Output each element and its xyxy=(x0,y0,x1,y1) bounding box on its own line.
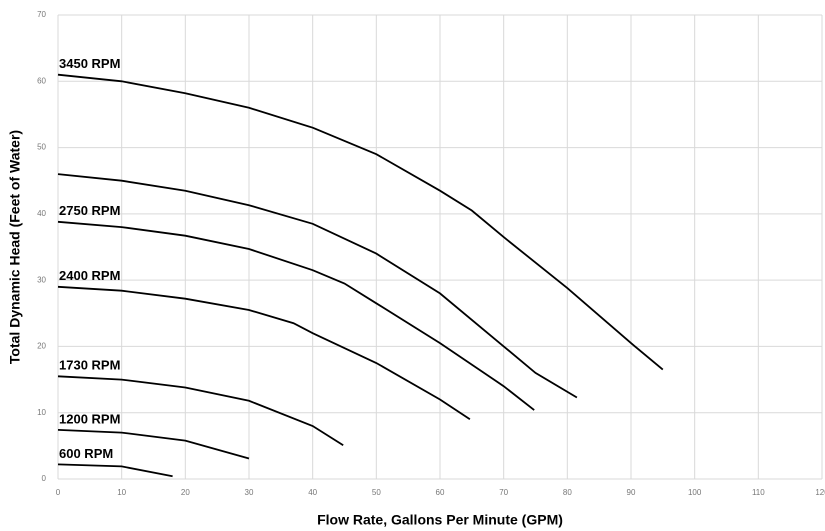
series-label: 600 RPM xyxy=(59,446,113,461)
pump-curve xyxy=(57,220,535,411)
series-label: 3450 RPM xyxy=(59,56,120,71)
x-tick-label: 40 xyxy=(308,488,317,497)
y-tick-label: 0 xyxy=(42,474,47,483)
y-tick-label: 30 xyxy=(37,275,46,284)
pump-curve xyxy=(57,463,173,478)
series-label: 1200 RPM xyxy=(59,411,120,426)
series-label: 1730 RPM xyxy=(59,358,120,373)
y-axis-label: Total Dynamic Head (Feet of Water) xyxy=(7,130,23,364)
x-tick-label: 0 xyxy=(56,488,61,497)
series-label: 2750 RPM xyxy=(59,203,120,218)
x-tick-label: 60 xyxy=(436,488,445,497)
x-tick-label: 100 xyxy=(688,488,702,497)
pump-curve xyxy=(57,429,250,460)
y-tick-label: 70 xyxy=(37,10,46,19)
y-tick-label: 10 xyxy=(37,408,46,417)
pump-curve xyxy=(57,73,664,371)
y-tick-label: 50 xyxy=(37,143,46,152)
y-tick-label: 40 xyxy=(37,209,46,218)
x-tick-label: 80 xyxy=(563,488,572,497)
x-tick-label: 20 xyxy=(181,488,190,497)
y-tick-label: 20 xyxy=(37,342,46,351)
pump-curve xyxy=(57,375,344,446)
pump-curve xyxy=(57,173,578,399)
x-axis-label: Flow Rate, Gallons Per Minute (GPM) xyxy=(317,512,563,528)
x-tick-label: 10 xyxy=(117,488,126,497)
x-tick-label: 120 xyxy=(815,488,825,497)
x-tick-label: 50 xyxy=(372,488,381,497)
x-tick-label: 90 xyxy=(627,488,636,497)
x-tick-label: 70 xyxy=(499,488,508,497)
x-tick-label: 30 xyxy=(245,488,254,497)
series-label: 2400 RPM xyxy=(59,268,120,283)
x-tick-label: 110 xyxy=(752,488,765,497)
y-tick-label: 60 xyxy=(37,76,46,85)
pump-curve xyxy=(57,285,471,421)
